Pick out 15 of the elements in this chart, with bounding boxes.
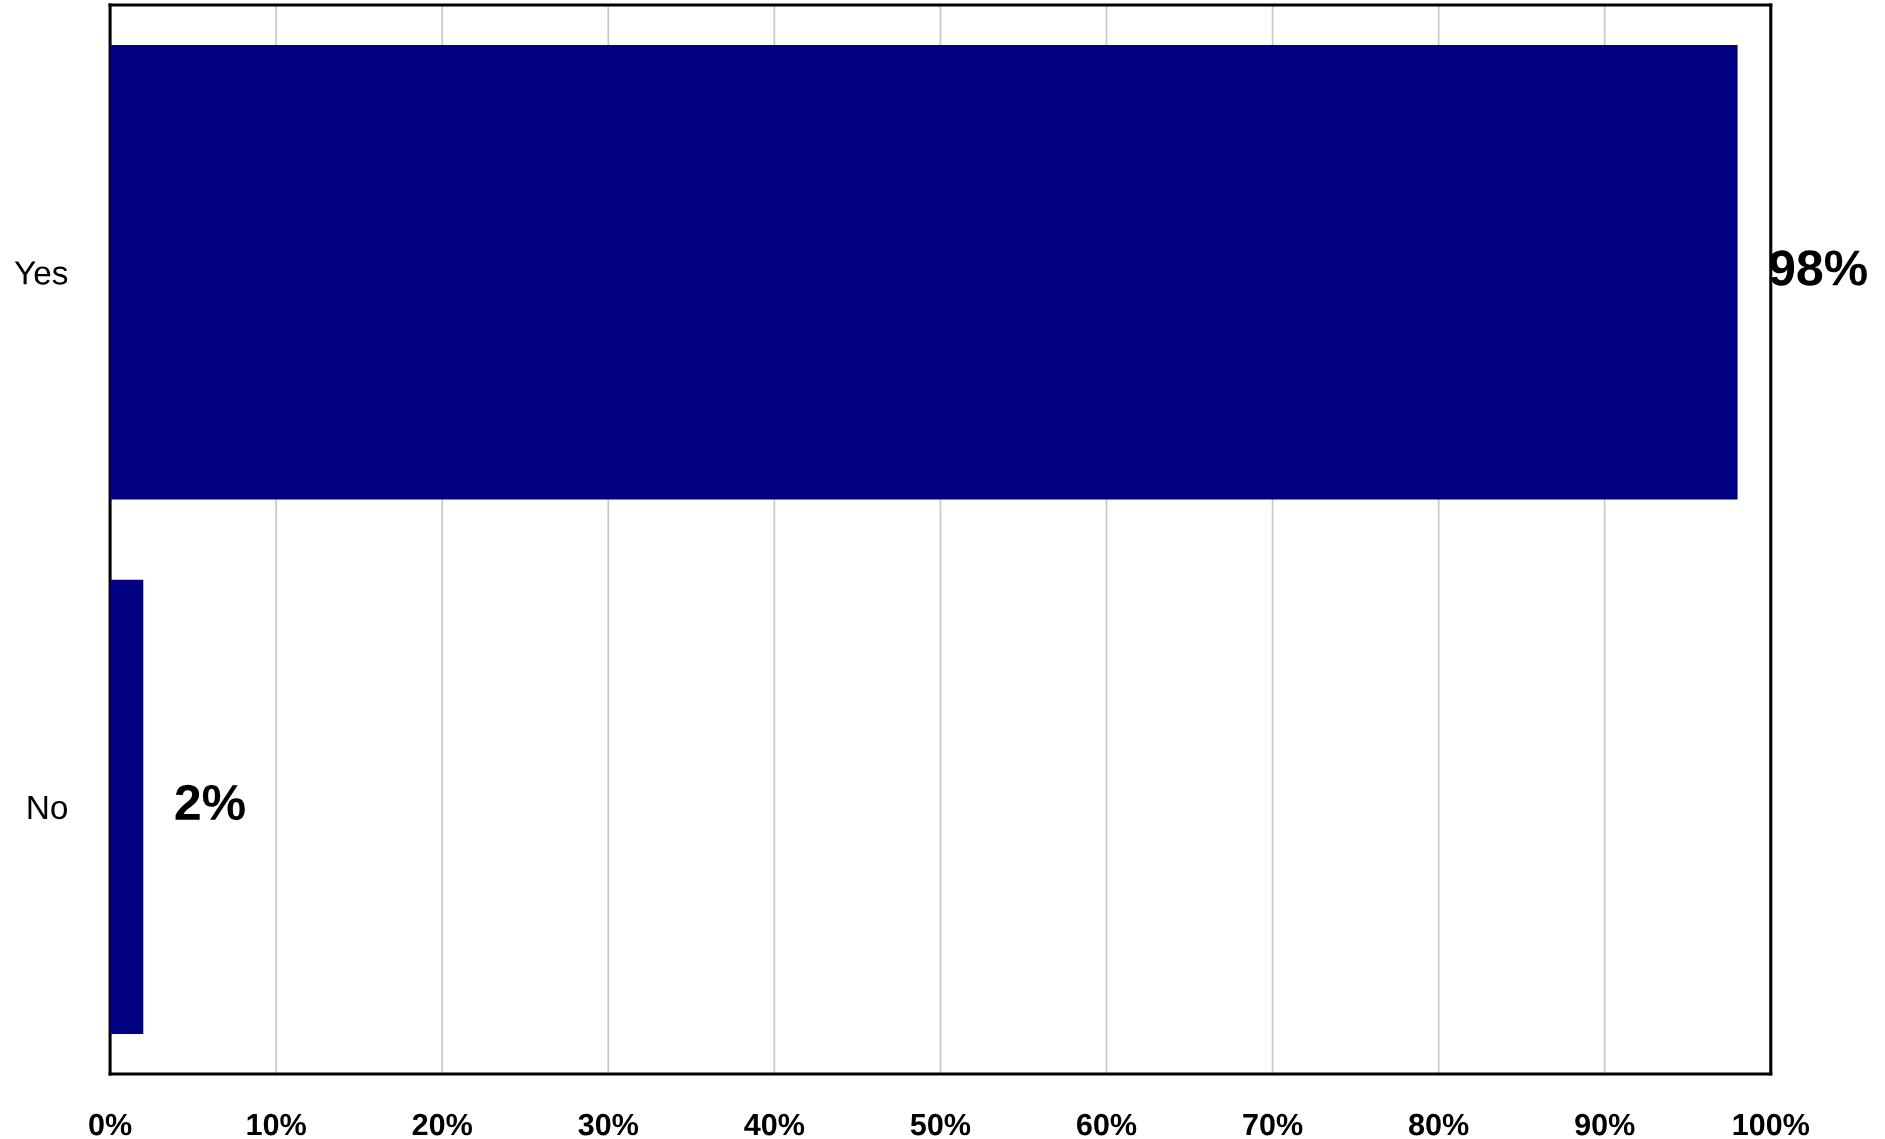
x-tick-label: 40% <box>744 1113 805 1136</box>
y-tick-label: No <box>28 795 68 820</box>
x-tick-label: 20% <box>412 1113 472 1136</box>
x-tick-label: 50% <box>910 1113 971 1136</box>
y-tick-label: Yes <box>14 261 68 285</box>
data-label: 2% <box>175 784 245 821</box>
x-tick-label: 0% <box>89 1113 132 1136</box>
x-tick-label: 70% <box>1243 1113 1303 1136</box>
x-tick-label: 60% <box>1077 1113 1137 1136</box>
x-tick-label: 10% <box>247 1113 306 1136</box>
x-tick-label: 100% <box>1733 1113 1810 1136</box>
x-tick-label: 90% <box>1575 1113 1635 1136</box>
x-tick-label: 30% <box>578 1113 639 1136</box>
x-tick-label: 80% <box>1409 1113 1469 1136</box>
data-label: 98% <box>1769 250 1867 286</box>
